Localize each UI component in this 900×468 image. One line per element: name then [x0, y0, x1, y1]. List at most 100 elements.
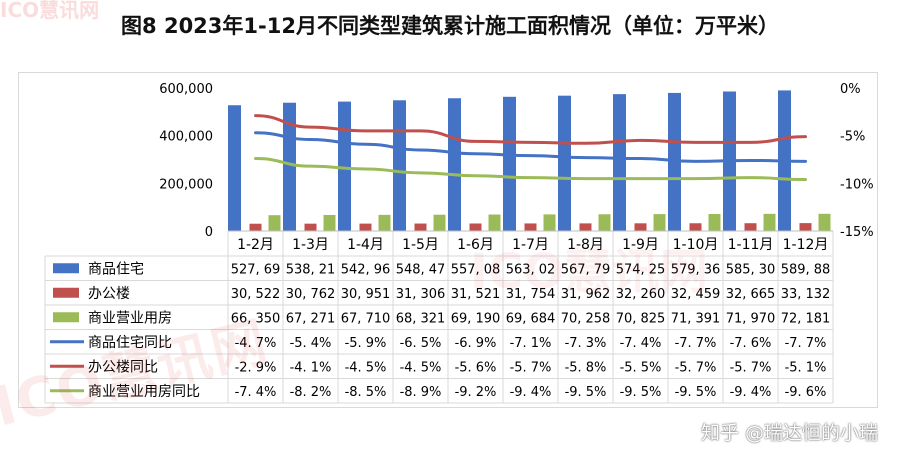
residential-yoy-line	[254, 131, 807, 163]
y-left-tick-label: 0	[205, 225, 213, 240]
bar-commercial	[378, 214, 391, 231]
data-label: 542, 96	[341, 262, 391, 277]
bar-commercial	[818, 213, 831, 231]
bar-office	[469, 223, 482, 231]
data-label: -5. 9%	[345, 336, 387, 351]
data-label: 31, 306	[396, 287, 446, 302]
bar-commercial	[653, 214, 666, 231]
legend-label: 商品住宅同比	[88, 335, 172, 351]
category-label: 1-2月	[237, 237, 274, 253]
data-label: -9. 5%	[620, 385, 662, 400]
bar-office	[579, 223, 592, 231]
category-label: 1-6月	[457, 237, 494, 253]
data-label: -9. 5%	[675, 385, 717, 400]
data-label: -7. 7%	[785, 336, 827, 351]
bar-residential	[338, 101, 351, 231]
bar-commercial	[323, 214, 336, 231]
bar-residential	[613, 94, 626, 231]
data-label: 30, 951	[341, 287, 391, 302]
data-label: 71, 391	[671, 311, 721, 326]
y-right-tick-label: -15%	[840, 225, 874, 240]
data-label: 70, 825	[616, 311, 666, 326]
bar-office	[744, 223, 757, 231]
data-label: -9. 2%	[455, 385, 497, 400]
y-left-tick-label: 400,000	[159, 130, 213, 145]
data-label: 32, 459	[671, 287, 721, 302]
data-label: -5. 7%	[675, 360, 717, 375]
data-label: 67, 710	[341, 311, 391, 326]
category-label: 1-5月	[402, 237, 439, 253]
data-label: -7. 1%	[510, 336, 552, 351]
y-right-tick-label: 0%	[840, 82, 861, 97]
data-label: -7. 6%	[730, 336, 772, 351]
category-label: 1-7月	[512, 237, 549, 253]
data-label: -5. 7%	[730, 360, 772, 375]
data-label: -8. 2%	[290, 385, 332, 400]
bar-office	[359, 223, 372, 231]
data-label: -5. 8%	[565, 360, 607, 375]
data-label: -7. 3%	[565, 336, 607, 351]
data-label: -5. 4%	[290, 336, 332, 351]
bar-residential	[503, 96, 516, 231]
y-left-tick-label: 200,000	[159, 177, 213, 192]
data-label: 574, 25	[616, 262, 666, 277]
data-label: -2. 9%	[235, 360, 277, 375]
legend-swatch-bar	[53, 312, 79, 323]
bar-commercial	[763, 213, 776, 231]
data-label: -7. 4%	[235, 385, 277, 400]
legend-label: 商业营业用房	[88, 310, 172, 326]
bar-residential	[283, 102, 296, 231]
bar-office	[304, 223, 317, 231]
bar-residential	[448, 98, 461, 231]
category-label: 1-12月	[783, 237, 829, 253]
data-label: -9. 5%	[565, 385, 607, 400]
data-label: -4. 1%	[290, 360, 332, 375]
data-label: -7. 7%	[675, 336, 717, 351]
data-label: 69, 684	[506, 311, 556, 326]
data-label: 548, 47	[396, 262, 446, 277]
data-label: 31, 521	[451, 287, 501, 302]
data-label: 69, 190	[451, 311, 501, 326]
bar-commercial	[268, 215, 281, 231]
data-label: 33, 132	[781, 287, 831, 302]
data-label: -5. 6%	[455, 360, 497, 375]
bar-office	[634, 223, 647, 231]
data-label: -6. 5%	[400, 336, 442, 351]
category-label: 1-4月	[347, 237, 384, 253]
legend-swatch-bar	[53, 287, 79, 298]
bar-residential	[228, 105, 241, 231]
bar-commercial	[433, 214, 446, 231]
data-label: 67, 271	[286, 311, 336, 326]
category-label: 1-8月	[567, 237, 604, 253]
legend-label: 商品住宅	[88, 261, 144, 277]
bar-office	[414, 223, 427, 231]
y-right-tick-label: -10%	[840, 177, 874, 192]
data-label: 585, 30	[726, 262, 776, 277]
legend-label: 办公楼同比	[88, 359, 158, 375]
data-label: -9. 4%	[730, 385, 772, 400]
bar-commercial	[598, 214, 611, 231]
commercial-yoy-line	[254, 157, 807, 182]
data-label: -8. 5%	[345, 385, 387, 400]
data-label: 557, 08	[451, 262, 501, 277]
data-label: -5. 5%	[620, 360, 662, 375]
chart-title: 图8 2023年1-12月不同类型建筑累计施工面积情况（单位：万平米）	[121, 14, 779, 38]
y-left-tick-label: 600,000	[159, 82, 213, 97]
bar-office	[689, 223, 702, 231]
bar-commercial	[708, 213, 721, 231]
data-label: -9. 4%	[510, 385, 552, 400]
legend-label: 商业营业用房同比	[88, 384, 200, 400]
data-label: 527, 69	[231, 262, 281, 277]
bar-residential	[558, 95, 571, 231]
category-label: 1-11月	[728, 237, 774, 253]
data-label: 30, 762	[286, 287, 336, 302]
attribution-text: 知乎 @瑞达恒的小瑞	[700, 422, 878, 444]
data-label: 32, 665	[726, 287, 776, 302]
data-label: -4. 5%	[345, 360, 387, 375]
data-label: 72, 181	[781, 311, 831, 326]
watermark-top: ICO慧讯网	[0, 0, 100, 22]
data-label: -4. 7%	[235, 336, 277, 351]
category-label: 1-9月	[622, 237, 659, 253]
data-label: 538, 21	[286, 262, 336, 277]
data-label: -5. 7%	[510, 360, 552, 375]
